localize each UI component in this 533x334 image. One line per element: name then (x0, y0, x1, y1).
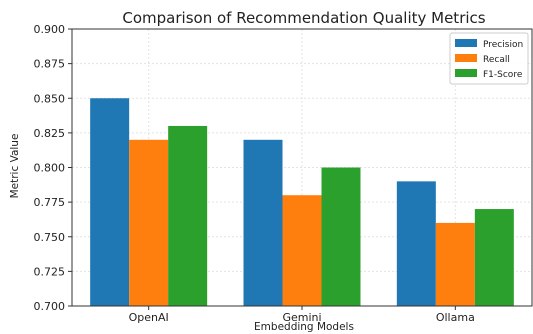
x-ticks: OpenAI Gemini Ollama (129, 306, 475, 324)
bar-f1-score-ollama (474, 209, 514, 306)
legend: Precision Recall F1-Score (449, 32, 529, 85)
bar-precision-ollama (396, 181, 436, 306)
y-tick-label: 0.750 (34, 231, 66, 244)
y-tick-label: 0.850 (34, 92, 66, 105)
legend-label: F1-Score (483, 70, 523, 80)
bar-precision-gemini (243, 139, 283, 306)
bar-recall-ollama (435, 222, 475, 306)
legend-swatch-f1-score (455, 69, 477, 77)
y-tick-label: 0.725 (34, 265, 66, 278)
y-tick-label: 0.900 (34, 23, 66, 36)
bar-recall-gemini (282, 195, 322, 306)
bars (90, 98, 514, 306)
y-tick-label: 0.700 (34, 300, 66, 313)
legend-swatch-recall (455, 54, 477, 62)
legend-label: Recall (483, 55, 510, 65)
y-tick-label: 0.775 (34, 196, 66, 209)
y-ticks: 0.700 0.725 0.750 0.775 0.800 0.825 0.850 0.875… (34, 23, 72, 313)
y-axis-label: Metric Value (9, 134, 21, 199)
x-tick-label: OpenAI (129, 311, 169, 324)
x-tick-label: Ollama (436, 311, 475, 324)
y-tick-label: 0.875 (34, 58, 66, 71)
bar-f1-score-openai (168, 125, 208, 306)
legend-label: Precision (483, 40, 523, 50)
bar-precision-openai (90, 98, 130, 306)
x-tick-label: Gemini (282, 311, 321, 324)
x-axis-label: Embedding Models (254, 321, 354, 333)
y-tick-label: 0.825 (34, 127, 66, 140)
chart-title: Comparison of Recommendation Quality Met… (122, 9, 485, 27)
legend-swatch-precision (455, 39, 477, 47)
bar-f1-score-gemini (321, 167, 361, 306)
bar-recall-openai (129, 139, 169, 306)
y-tick-label: 0.800 (34, 162, 66, 175)
